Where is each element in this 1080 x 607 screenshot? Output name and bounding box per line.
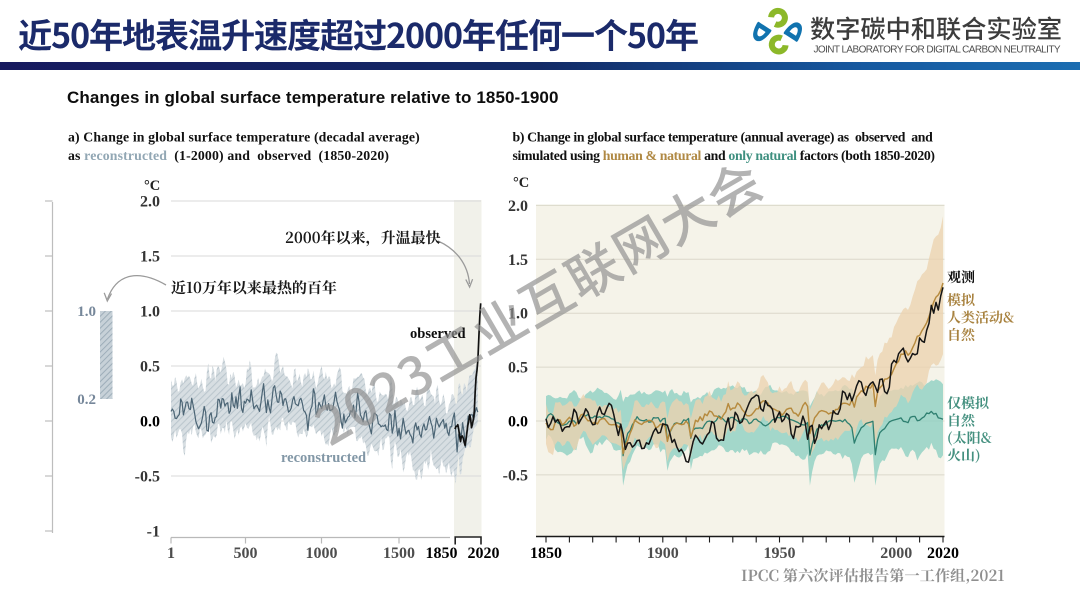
svg-text:JOINT LABORATORY FOR DIGITAL C: JOINT LABORATORY FOR DIGITAL CARBON NEUT… (814, 45, 1061, 56)
svg-text:a) Change in global surface te: a) Change in global surface temperature … (68, 130, 420, 146)
svg-text:2020: 2020 (927, 545, 959, 562)
svg-text:°C: °C (513, 175, 529, 191)
svg-text:0.0: 0.0 (508, 414, 528, 431)
svg-text:as reconstructed (1-2000) and: as reconstructed (1-2000) and observed (… (68, 148, 389, 164)
svg-text:1.5: 1.5 (508, 252, 528, 269)
svg-text:1950: 1950 (764, 545, 796, 562)
svg-text:1.5: 1.5 (140, 249, 160, 266)
svg-text:1000: 1000 (306, 545, 338, 562)
svg-text:-0.5: -0.5 (135, 469, 160, 486)
svg-text:1: 1 (167, 545, 175, 562)
svg-text:1850: 1850 (530, 545, 562, 562)
svg-text:1850: 1850 (426, 545, 458, 562)
svg-text:0.5: 0.5 (140, 359, 160, 376)
svg-text:2.0: 2.0 (140, 194, 160, 211)
svg-text:1900: 1900 (647, 545, 679, 562)
svg-text:1.0: 1.0 (140, 304, 160, 321)
svg-text:1.0: 1.0 (77, 304, 96, 320)
svg-text:b) Change in global surface te: b) Change in global surface temperature … (513, 130, 934, 146)
svg-text:°C: °C (144, 178, 160, 194)
svg-text:0.0: 0.0 (140, 414, 160, 431)
svg-text:reconstructed: reconstructed (281, 450, 366, 466)
svg-text:-0.5: -0.5 (503, 467, 528, 484)
svg-text:2000: 2000 (880, 545, 912, 562)
svg-text:0.5: 0.5 (508, 360, 528, 377)
svg-text:500: 500 (234, 545, 258, 562)
svg-text:2.0: 2.0 (508, 198, 528, 215)
svg-text:1500: 1500 (383, 545, 415, 562)
svg-text:0.2: 0.2 (77, 392, 96, 408)
svg-text:2020: 2020 (468, 545, 500, 562)
svg-text:observed: observed (410, 326, 466, 342)
svg-text:Changes in global surface temp: Changes in global surface temperature re… (67, 88, 559, 107)
svg-text:-1: -1 (147, 524, 160, 541)
svg-text:simulated using human & natura: simulated using human & natural and only… (513, 148, 935, 164)
